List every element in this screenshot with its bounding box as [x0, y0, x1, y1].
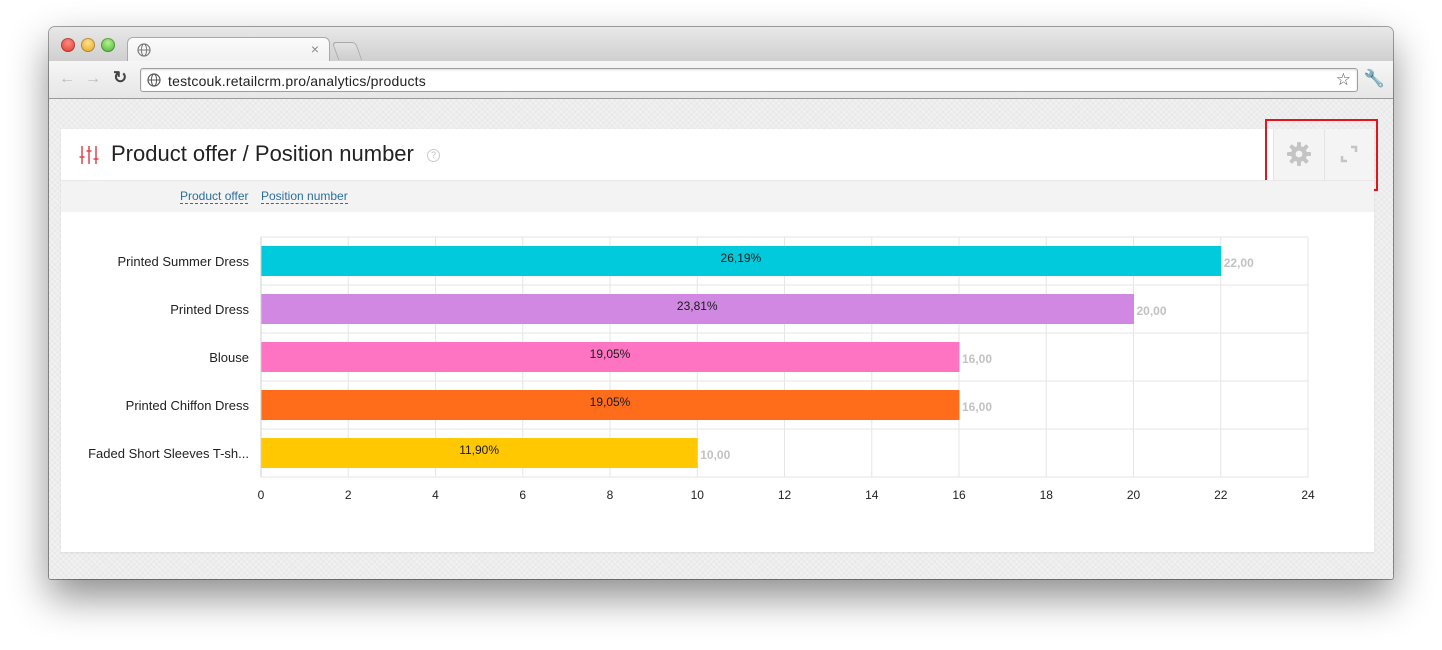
tools-divider [1324, 129, 1325, 180]
page-title: Product offer / Position number [111, 141, 414, 166]
category-label: Blouse [209, 350, 249, 365]
bar-value-label: 20,00 [1137, 304, 1167, 318]
bar [261, 390, 960, 420]
x-tick-label: 6 [519, 488, 526, 502]
x-tick-label: 20 [1127, 488, 1141, 502]
globe-icon [147, 73, 161, 87]
globe-icon [137, 43, 151, 57]
bar [261, 294, 1134, 324]
bar-percent-label: 11,90% [459, 443, 499, 457]
x-tick-label: 12 [778, 488, 792, 502]
bar-percent-label: 19,05% [590, 347, 631, 361]
tab-close-icon[interactable]: × [310, 41, 319, 57]
bookmark-star-icon[interactable]: ☆ [1335, 70, 1351, 89]
bar-percent-label: 19,05% [590, 395, 631, 409]
bar [261, 342, 960, 372]
grouping-bar: Product offer Position number [61, 180, 1374, 212]
category-label: Faded Short Sleeves T-sh... [88, 446, 249, 461]
back-arrow-icon[interactable]: ← [59, 70, 75, 87]
browser-toolbar: ← → ↻ testcouk.retailcrm.pro/analytics/p… [49, 61, 1393, 99]
forward-arrow-icon[interactable]: → [85, 70, 101, 87]
url-text[interactable]: testcouk.retailcrm.pro/analytics/product… [168, 73, 426, 89]
bar-percent-label: 23,81% [677, 299, 718, 313]
new-tab-button[interactable] [331, 42, 363, 60]
x-tick-label: 10 [691, 488, 705, 502]
x-tick-label: 16 [952, 488, 966, 502]
position-number-link[interactable]: Position number [261, 189, 348, 204]
x-tick-label: 0 [258, 488, 265, 502]
category-label: Printed Dress [170, 302, 249, 317]
sliders-icon [79, 146, 99, 164]
product-offer-link[interactable]: Product offer [180, 189, 249, 204]
x-tick-label: 4 [432, 488, 439, 502]
bar [261, 438, 698, 468]
minimize-window-button[interactable] [81, 38, 95, 52]
gear-icon[interactable] [1286, 141, 1312, 167]
wrench-icon[interactable]: 🔧 [1363, 69, 1385, 88]
title-bar: × [49, 27, 1393, 62]
expand-icon[interactable] [1339, 144, 1359, 164]
browser-window: × ← → ↻ testcouk.retailcrm.pro/analytics… [49, 27, 1393, 579]
x-tick-label: 18 [1040, 488, 1054, 502]
bar-chart: 0 2 4 6 8 10 12 14 16 18 20 22 24 26,19% 22,00 Printed … [61, 212, 1374, 552]
report-card: Product offer / Position number ? [61, 119, 1378, 552]
x-tick-label: 14 [865, 488, 879, 502]
address-bar[interactable]: testcouk.retailcrm.pro/analytics/product… [140, 68, 1358, 92]
bar-value-label: 10,00 [700, 448, 730, 462]
x-tick-label: 24 [1301, 488, 1315, 502]
header-tools [1273, 129, 1374, 180]
bar [261, 246, 1222, 276]
page-viewport: Product offer / Position number ? [49, 99, 1393, 579]
browser-tab[interactable]: × [127, 37, 330, 62]
bar-value-label: 16,00 [962, 400, 992, 414]
zoom-window-button[interactable] [101, 38, 115, 52]
bar-percent-label: 26,19% [721, 251, 762, 265]
bar-value-label: 22,00 [1224, 256, 1254, 270]
x-tick-label: 22 [1214, 488, 1228, 502]
help-icon[interactable]: ? [427, 149, 440, 162]
card-header: Product offer / Position number ? [61, 119, 1378, 191]
x-tick-label: 2 [345, 488, 352, 502]
x-tick-label: 8 [607, 488, 614, 502]
bar-value-label: 16,00 [962, 352, 992, 366]
close-window-button[interactable] [61, 38, 75, 52]
category-label: Printed Summer Dress [118, 254, 250, 269]
reload-icon[interactable]: ↻ [113, 68, 128, 87]
category-label: Printed Chiffon Dress [126, 398, 250, 413]
